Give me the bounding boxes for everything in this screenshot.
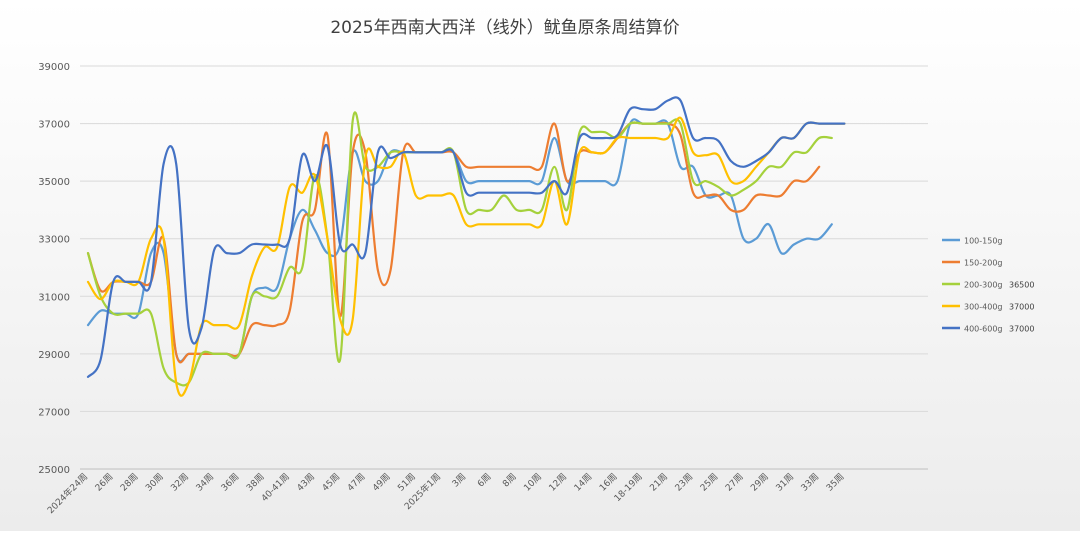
legend: 100-150g 150-200g 200-300g 36500 300-400g 370… — [942, 237, 1034, 334]
series-end-value-label: 37000 — [1009, 325, 1034, 334]
series-line-200-300g — [86, 111, 833, 387]
legend-label: 300-400g — [964, 303, 1003, 312]
legend-item: 200-300g 36500 — [942, 281, 1034, 290]
y-tick-label: 31000 — [38, 292, 70, 303]
y-tick-label: 29000 — [38, 350, 70, 361]
legend-item: 150-200g — [942, 259, 1003, 268]
y-tick-label: 39000 — [38, 62, 70, 73]
series-line-300-400g — [86, 116, 846, 397]
y-tick-label: 35000 — [38, 177, 70, 188]
legend-label: 150-200g — [964, 259, 1003, 268]
legend-label: 200-300g — [964, 281, 1003, 290]
y-tick-label: 27000 — [38, 407, 70, 418]
series-line-400-600g — [86, 96, 846, 378]
y-tick-label: 37000 — [38, 120, 70, 131]
y-tick-label: 33000 — [38, 235, 70, 246]
chart-title: 2025年西南大西洋（线外）鱿鱼原条周结算价 — [330, 18, 679, 38]
y-tick-label: 25000 — [38, 465, 70, 476]
legend-item: 300-400g 37000 — [942, 303, 1034, 312]
legend-item: 100-150g — [942, 237, 1003, 246]
series-end-value-label: 36500 — [1009, 281, 1034, 290]
series-end-value-label: 37000 — [1009, 303, 1034, 312]
legend-item: 400-600g 37000 — [942, 325, 1034, 334]
legend-label: 400-600g — [964, 325, 1003, 334]
y-axis-ticks: 25000 27000 29000 31000 33000 35000 37000 39000 — [38, 62, 70, 476]
series — [86, 96, 846, 397]
legend-label: 100-150g — [964, 237, 1003, 246]
